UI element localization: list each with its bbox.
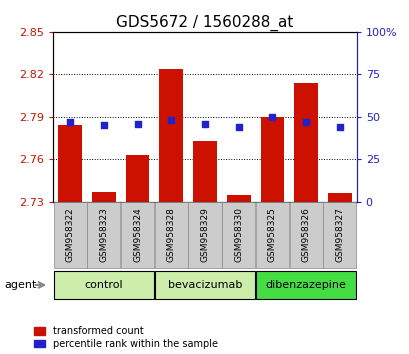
FancyBboxPatch shape bbox=[87, 202, 120, 268]
Text: GSM958327: GSM958327 bbox=[335, 207, 344, 262]
FancyBboxPatch shape bbox=[188, 202, 221, 268]
Point bbox=[67, 119, 73, 125]
Point bbox=[302, 119, 309, 125]
Bar bbox=[92, 192, 115, 202]
FancyBboxPatch shape bbox=[121, 202, 154, 268]
Bar bbox=[58, 125, 82, 202]
Text: GSM958330: GSM958330 bbox=[234, 207, 243, 262]
FancyBboxPatch shape bbox=[255, 271, 355, 299]
Text: GSM958323: GSM958323 bbox=[99, 207, 108, 262]
FancyBboxPatch shape bbox=[323, 202, 355, 268]
Text: control: control bbox=[84, 280, 123, 290]
Text: GSM958326: GSM958326 bbox=[301, 207, 310, 262]
Legend: transformed count, percentile rank within the sample: transformed count, percentile rank withi… bbox=[34, 326, 218, 349]
Point bbox=[168, 118, 174, 123]
Bar bbox=[193, 141, 216, 202]
FancyBboxPatch shape bbox=[154, 271, 255, 299]
FancyBboxPatch shape bbox=[255, 202, 288, 268]
Text: dibenzazepine: dibenzazepine bbox=[265, 280, 346, 290]
Text: GSM958324: GSM958324 bbox=[133, 207, 142, 262]
Point bbox=[336, 124, 342, 130]
Bar bbox=[327, 193, 351, 202]
Bar bbox=[294, 83, 317, 202]
FancyBboxPatch shape bbox=[54, 271, 154, 299]
Text: bevacizumab: bevacizumab bbox=[167, 280, 242, 290]
Text: GSM958322: GSM958322 bbox=[65, 207, 74, 262]
FancyBboxPatch shape bbox=[54, 202, 86, 268]
Text: GSM958328: GSM958328 bbox=[166, 207, 175, 262]
Bar bbox=[260, 117, 283, 202]
Point bbox=[235, 124, 241, 130]
Bar bbox=[226, 195, 250, 202]
Point bbox=[268, 114, 275, 120]
FancyBboxPatch shape bbox=[222, 202, 255, 268]
Text: GSM958329: GSM958329 bbox=[200, 207, 209, 262]
FancyBboxPatch shape bbox=[154, 202, 187, 268]
Point bbox=[100, 122, 107, 128]
FancyBboxPatch shape bbox=[289, 202, 322, 268]
Point bbox=[134, 121, 141, 126]
Bar bbox=[126, 155, 149, 202]
Bar bbox=[159, 69, 183, 202]
Text: agent: agent bbox=[4, 280, 36, 290]
Title: GDS5672 / 1560288_at: GDS5672 / 1560288_at bbox=[116, 14, 293, 30]
Point bbox=[201, 121, 208, 126]
Text: GSM958325: GSM958325 bbox=[267, 207, 276, 262]
